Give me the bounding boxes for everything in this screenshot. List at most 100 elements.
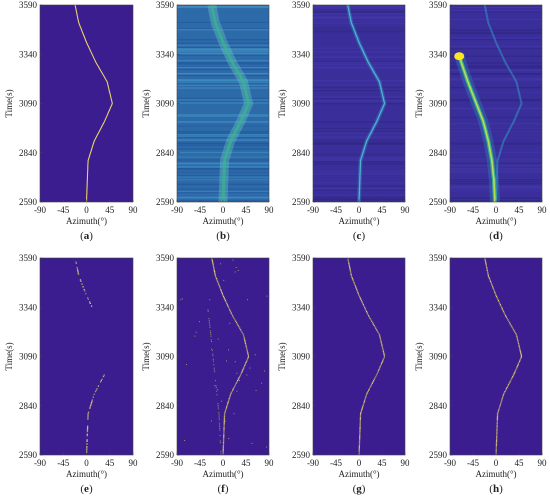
track-point bbox=[519, 349, 521, 351]
y-tick-label: 3090 bbox=[156, 99, 175, 109]
noise-streak bbox=[450, 18, 542, 20]
noise-streak bbox=[313, 16, 405, 18]
noise-streak bbox=[450, 31, 542, 34]
noise-streak bbox=[177, 66, 269, 68]
track-point bbox=[359, 437, 361, 440]
speckle-point bbox=[184, 439, 186, 441]
noise-streak bbox=[313, 98, 405, 100]
track-point bbox=[357, 293, 360, 295]
track-point bbox=[502, 310, 505, 313]
y-axis-label: Time(s) bbox=[277, 342, 287, 370]
track-point bbox=[367, 315, 370, 317]
track-point bbox=[361, 408, 363, 411]
track-point bbox=[518, 346, 521, 349]
track-point bbox=[228, 397, 230, 400]
track-point bbox=[239, 374, 242, 376]
track-point bbox=[239, 375, 241, 378]
noise-streak bbox=[177, 79, 269, 82]
track-point bbox=[215, 277, 218, 280]
track-point bbox=[359, 428, 361, 430]
track-point bbox=[220, 290, 222, 292]
track-point bbox=[516, 366, 518, 368]
secondary-track-point bbox=[218, 422, 220, 424]
secondary-track-point bbox=[215, 387, 217, 389]
track-point bbox=[245, 344, 247, 346]
x-tick-label: 90 bbox=[401, 458, 411, 468]
track-point bbox=[349, 268, 351, 270]
track-point bbox=[86, 451, 88, 453]
track-point bbox=[487, 273, 489, 276]
noise-streak bbox=[450, 10, 542, 12]
track-point bbox=[246, 359, 248, 361]
noise-streak bbox=[177, 46, 269, 49]
track-point bbox=[359, 429, 361, 431]
track-point bbox=[513, 330, 515, 332]
track-point bbox=[510, 378, 513, 380]
track-point bbox=[223, 435, 225, 437]
speckle-point bbox=[194, 335, 196, 337]
track-point bbox=[223, 428, 225, 430]
track-point bbox=[231, 315, 234, 317]
track-point bbox=[86, 440, 88, 442]
track-point bbox=[496, 429, 498, 431]
secondary-track-point bbox=[214, 371, 216, 373]
track-point bbox=[496, 436, 498, 438]
track-point bbox=[520, 355, 523, 357]
track-point bbox=[222, 448, 224, 451]
secondary-track-point bbox=[220, 450, 222, 453]
track-point bbox=[376, 373, 378, 375]
secondary-track-point bbox=[209, 326, 211, 328]
y-tick-label: 3590 bbox=[156, 253, 175, 263]
track-point bbox=[95, 389, 97, 391]
chart-panel-g: 2590 2840 3090 3340 3590 -90 -45 0 45 90 Azimuth(°… bbox=[277, 253, 410, 495]
y-tick-label: 3090 bbox=[19, 352, 38, 362]
track-point bbox=[229, 310, 232, 313]
track-point bbox=[235, 320, 237, 322]
noise-streak bbox=[313, 7, 405, 9]
track-point bbox=[234, 385, 236, 387]
panel-label: (c) bbox=[353, 230, 366, 242]
speckle-point bbox=[228, 437, 230, 439]
track-point bbox=[359, 413, 362, 415]
noise-streak bbox=[450, 79, 542, 81]
track-point bbox=[518, 345, 520, 347]
track-point bbox=[362, 404, 364, 407]
track-point bbox=[383, 352, 385, 354]
noise-streak bbox=[450, 6, 542, 9]
noise-streak bbox=[313, 79, 405, 82]
track-point bbox=[96, 388, 98, 390]
track-point bbox=[496, 414, 499, 416]
speckle-point bbox=[236, 390, 238, 392]
secondary-track-point bbox=[217, 408, 220, 410]
track-point bbox=[90, 404, 92, 407]
track-point bbox=[515, 368, 517, 371]
track-point bbox=[230, 392, 232, 394]
y-tick-label: 3590 bbox=[429, 253, 448, 263]
track-point bbox=[382, 359, 384, 361]
noise-streak bbox=[313, 64, 405, 66]
track-point bbox=[214, 272, 216, 274]
noise-streak bbox=[177, 121, 269, 123]
noise-streak bbox=[177, 51, 269, 53]
secondary-track-point bbox=[219, 427, 221, 430]
track-point bbox=[223, 422, 225, 424]
track-point bbox=[247, 353, 249, 356]
track-point bbox=[502, 395, 504, 397]
heatmap-background bbox=[313, 258, 405, 455]
noise-streak bbox=[313, 140, 405, 142]
track-point bbox=[242, 333, 244, 335]
speckle-point bbox=[236, 372, 238, 374]
track-point bbox=[486, 268, 488, 270]
track-point bbox=[505, 389, 507, 391]
noise-streak bbox=[177, 144, 269, 147]
track-point bbox=[223, 415, 226, 418]
speckle-point bbox=[220, 263, 222, 265]
track-point bbox=[496, 424, 498, 426]
track-point bbox=[243, 366, 245, 368]
x-tick-label: -45 bbox=[194, 458, 206, 468]
track-point bbox=[77, 270, 79, 273]
track-point bbox=[360, 410, 363, 412]
y-tick-label: 2840 bbox=[292, 148, 311, 158]
x-axis-label: Azimuth(°) bbox=[202, 469, 243, 479]
track-point bbox=[519, 348, 521, 350]
